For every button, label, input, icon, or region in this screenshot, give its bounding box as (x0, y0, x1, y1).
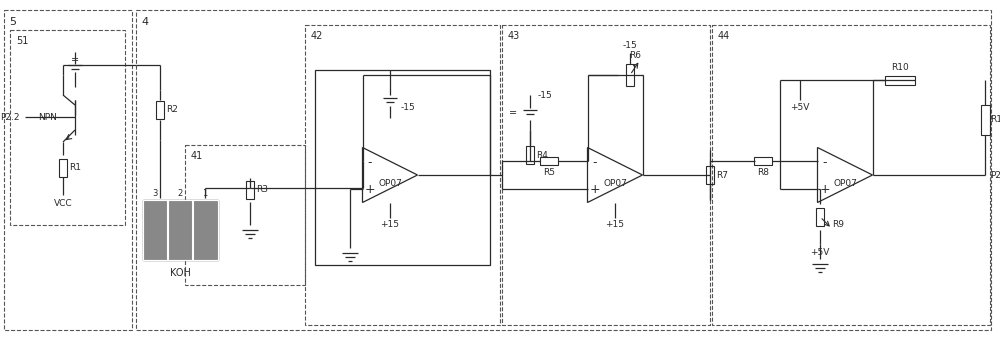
Text: -: - (367, 156, 372, 169)
Text: -: - (592, 156, 597, 169)
Text: 4: 4 (141, 17, 148, 27)
Text: 41: 41 (191, 151, 203, 161)
Text: R3: R3 (256, 185, 268, 194)
Bar (59, 159, 67, 177)
Bar (10, 30, 125, 225)
Text: +15: +15 (606, 220, 624, 229)
Text: +: + (364, 183, 375, 196)
Text: =: = (71, 55, 79, 65)
Bar (185, 145, 305, 285)
Text: +5V: +5V (790, 104, 810, 112)
Text: OP07: OP07 (833, 179, 857, 187)
Bar (980, 105, 990, 135)
Bar (136, 10, 991, 330)
Bar (156, 101, 164, 119)
Text: +: + (589, 183, 600, 196)
Bar (540, 157, 558, 165)
Text: 42: 42 (311, 31, 323, 41)
Bar (885, 75, 915, 85)
Bar (816, 208, 824, 226)
Bar (4, 10, 132, 330)
Text: =: = (509, 108, 517, 118)
Bar (706, 166, 714, 184)
Text: R11: R11 (990, 116, 1000, 125)
Text: KOH: KOH (170, 268, 190, 278)
Text: 51: 51 (16, 36, 28, 46)
Bar (246, 181, 254, 199)
Text: -: - (822, 156, 827, 169)
Bar (315, 70, 490, 265)
Text: R4: R4 (536, 151, 548, 160)
Text: 5: 5 (9, 17, 16, 27)
Text: R6: R6 (629, 52, 641, 61)
Text: 3: 3 (152, 190, 158, 198)
Text: 1: 1 (202, 190, 208, 198)
Text: R9: R9 (832, 220, 844, 229)
Text: 2: 2 (177, 190, 183, 198)
Bar (712, 25, 990, 325)
Text: P2.2: P2.2 (0, 112, 20, 121)
Text: +5V: +5V (810, 248, 830, 257)
Text: -15: -15 (623, 41, 637, 50)
Bar (754, 157, 772, 165)
Text: VCC: VCC (54, 198, 72, 207)
Text: R10: R10 (891, 64, 909, 73)
Text: R7: R7 (716, 171, 728, 180)
Text: +: + (819, 183, 830, 196)
Bar (526, 146, 534, 164)
Text: -15: -15 (401, 103, 415, 111)
Text: R2: R2 (166, 106, 178, 115)
Text: -15: -15 (538, 90, 552, 99)
Text: R1: R1 (69, 163, 81, 172)
Text: R8: R8 (757, 168, 769, 177)
Text: P2.1: P2.1 (990, 171, 1000, 180)
Text: OP07: OP07 (603, 179, 627, 187)
Text: OP07: OP07 (378, 179, 402, 187)
Text: 43: 43 (508, 31, 520, 41)
Bar (143, 200, 218, 260)
Bar (143, 200, 218, 260)
Text: NPN: NPN (38, 112, 57, 121)
Text: 44: 44 (718, 31, 730, 41)
Text: +15: +15 (380, 220, 400, 229)
Bar (305, 25, 500, 325)
Bar (502, 25, 710, 325)
Text: R5: R5 (543, 168, 555, 177)
Bar (626, 64, 634, 86)
